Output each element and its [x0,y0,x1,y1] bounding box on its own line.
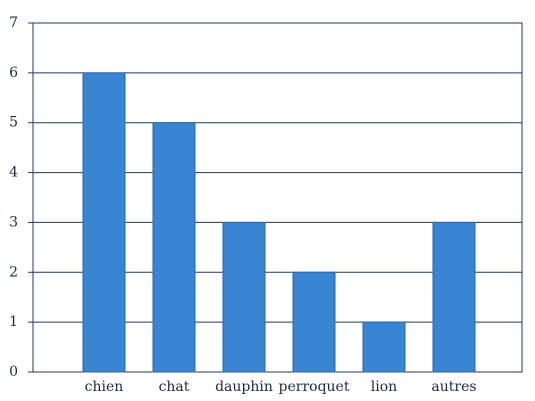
x-tick-label: perroquet [279,379,350,395]
y-tick-label: 6 [9,65,18,81]
bar [362,321,406,373]
y-tick-label: 3 [9,214,18,230]
x-tick-label: lion [371,379,397,395]
y-tick-label: 5 [9,115,18,131]
bar [152,122,196,373]
bar [222,221,266,373]
x-tick-label: chien [85,379,124,395]
bar [82,72,126,373]
y-tick-label: 7 [9,15,18,31]
bar [432,221,476,373]
x-tick-label: autres [431,379,476,395]
x-tick-label: dauphin [215,379,273,395]
y-tick-label: 2 [9,264,18,280]
y-tick-label: 0 [9,364,18,380]
y-tick-label: 1 [9,314,18,330]
y-tick-label: 4 [9,165,18,181]
bar [292,271,336,373]
x-tick-label: chat [159,379,190,395]
